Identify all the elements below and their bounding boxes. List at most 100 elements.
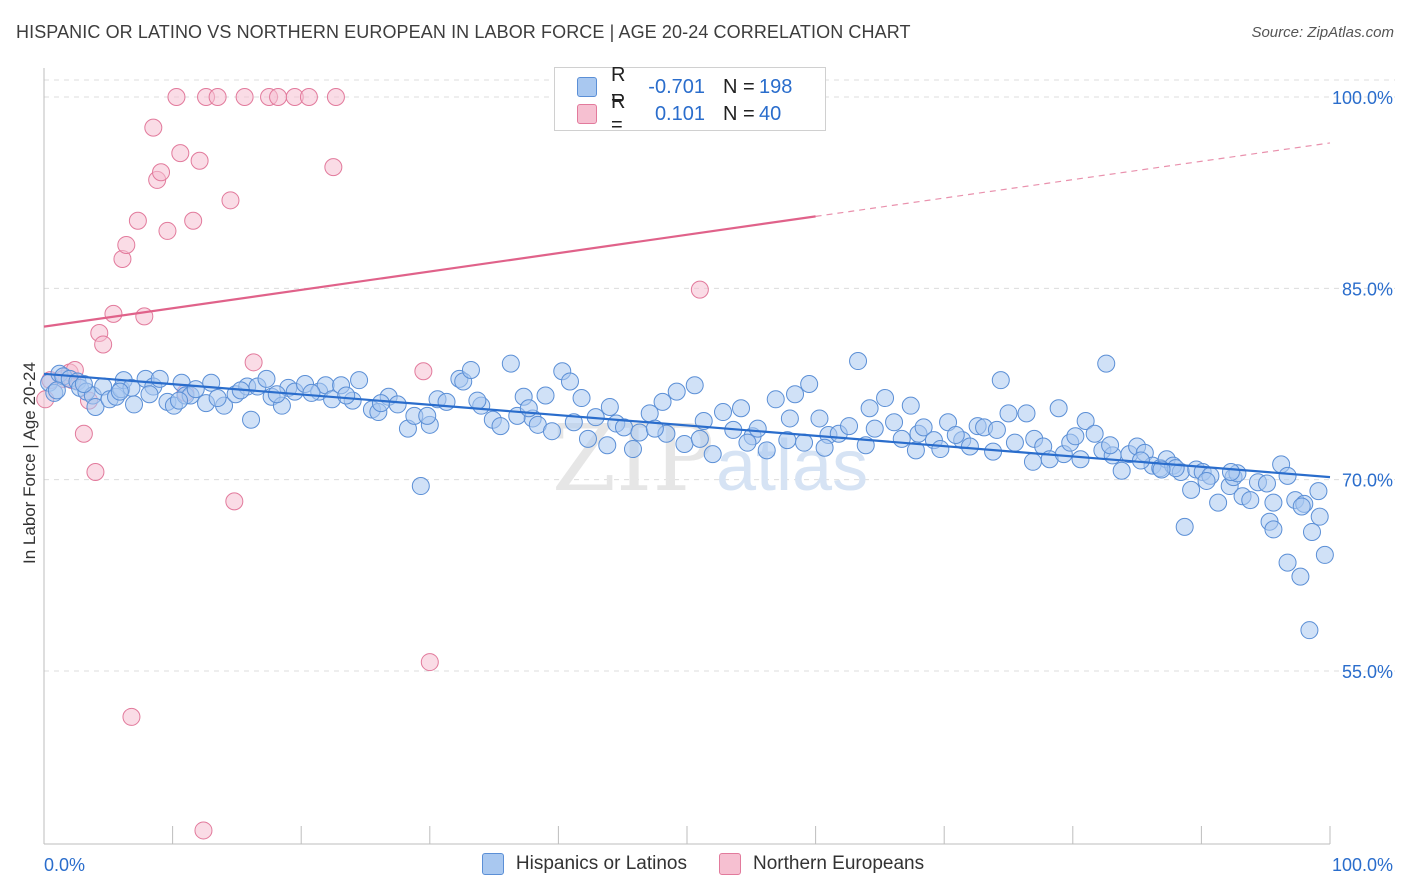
northern-european-point: [86, 463, 105, 482]
northern-european-point: [158, 221, 177, 240]
hispanic-point: [653, 392, 672, 411]
hispanic-point: [748, 419, 767, 438]
hispanic-point: [1264, 493, 1283, 512]
northern-european-point: [171, 144, 190, 163]
hispanic-point: [914, 418, 933, 437]
y-tick-label: 70.0%: [1342, 471, 1393, 491]
hispanic-point: [572, 389, 591, 408]
y-axis-label: In Labor Force | Age 20-24: [20, 362, 39, 564]
hispanic-point: [598, 436, 617, 455]
hispanic-point: [1005, 433, 1024, 452]
northern-european-point: [221, 191, 240, 210]
hispanic-point: [600, 397, 619, 416]
northern-european-point: [326, 88, 345, 106]
legend-row-northern-european: R = 0.101 N = 40: [577, 91, 781, 136]
y-tick-label: 100.0%: [1332, 88, 1393, 108]
northern-european-point: [225, 492, 244, 511]
hispanic-point: [1076, 411, 1095, 430]
hispanic-point: [150, 369, 169, 388]
hispanic-point: [1197, 471, 1216, 490]
hispanic-point: [536, 386, 555, 405]
hispanic-point: [1209, 493, 1228, 512]
hispanic-point: [1182, 480, 1201, 499]
hispanic-point: [810, 409, 829, 428]
hispanic-point: [1241, 491, 1260, 510]
northern-european-point: [122, 707, 141, 726]
northern-european-point: [235, 88, 254, 106]
hispanic-point: [732, 399, 751, 418]
hispanic-point: [74, 375, 93, 393]
r-value: 0.101: [654, 102, 705, 125]
hispanic-point: [388, 395, 407, 414]
legend-item-northern-europeans[interactable]: Northern Europeans: [718, 853, 924, 875]
hispanic-trend-line: [43, 372, 1331, 479]
hispanic-point: [1152, 460, 1171, 479]
hispanic-point: [437, 392, 456, 411]
hispanic-point: [946, 426, 965, 445]
hispanic-point: [714, 403, 733, 422]
hispanic-point: [1278, 466, 1297, 485]
r-label: R =: [611, 64, 626, 109]
gridlines: [44, 79, 1395, 672]
trend-lines: [43, 142, 1331, 479]
northern-european-point: [104, 304, 123, 323]
northern-european-point: [128, 211, 147, 230]
hispanic-point: [876, 389, 895, 408]
axes: [43, 68, 1331, 845]
hispanic-point: [786, 385, 805, 404]
scatter-points: [36, 88, 1334, 840]
hispanic-point: [1302, 522, 1321, 541]
hispanic-point: [1315, 545, 1334, 564]
hispanic-point: [865, 419, 884, 438]
northern-european-point: [208, 88, 227, 106]
hispanics-legend-swatch: [481, 853, 504, 875]
n-label: N =: [723, 75, 755, 98]
northern-european-point: [117, 235, 136, 254]
hispanic-point: [1221, 463, 1240, 482]
n-label: N =: [723, 102, 755, 125]
hispanic-point: [125, 395, 144, 414]
hispanic-point: [578, 429, 597, 448]
hispanic-point: [1292, 497, 1311, 516]
hispanic-point: [1309, 482, 1328, 501]
northern-european-point: [94, 335, 113, 354]
hispanic-point: [703, 445, 722, 464]
hispanic-point: [1017, 404, 1036, 423]
hispanic-point: [1049, 399, 1068, 418]
legend-item-hispanics[interactable]: Hispanics or Latinos: [481, 853, 687, 875]
northern-european-trend-line-extension: [815, 142, 1331, 217]
hispanic-point: [1310, 507, 1329, 526]
hispanic-point: [501, 354, 520, 373]
chart-title: HISPANIC OR LATINO VS NORTHERN EUROPEAN …: [16, 22, 911, 42]
hispanics-legend-label: Hispanics or Latinos: [515, 853, 687, 874]
hispanic-point: [738, 433, 757, 452]
x-tick-label: 100.0%: [1332, 855, 1393, 875]
hispanic-point: [1066, 427, 1085, 446]
hispanic-point: [999, 404, 1018, 423]
northern-european-point: [152, 163, 171, 182]
northern-european-point: [269, 88, 288, 106]
hispanic-point: [1300, 621, 1319, 640]
hispanic-point: [418, 406, 437, 425]
hispanic-point: [849, 352, 868, 371]
x-tick-label: 0.0%: [44, 855, 85, 875]
hispanic-point: [885, 413, 904, 432]
northern-european-point: [184, 211, 203, 230]
hispanic-point: [110, 382, 129, 401]
hispanic-point: [302, 383, 321, 402]
hispanic-point: [800, 375, 819, 393]
hispanic-point: [1112, 461, 1131, 480]
hispanic-point: [170, 391, 189, 410]
source-label: Source: ZipAtlas.com: [1251, 24, 1394, 41]
hispanic-point: [757, 441, 776, 460]
hispanic-point: [1085, 424, 1104, 443]
hispanic-point: [468, 391, 487, 410]
hispanic-point: [690, 429, 709, 448]
hispanic-point: [840, 417, 859, 436]
northern-european-point: [194, 821, 213, 840]
hispanic-point: [86, 397, 105, 416]
series-legend: Hispanics or Latinos Northern Europeans: [0, 853, 1406, 875]
hispanic-point: [1023, 452, 1042, 471]
r-label: R =: [611, 91, 626, 136]
